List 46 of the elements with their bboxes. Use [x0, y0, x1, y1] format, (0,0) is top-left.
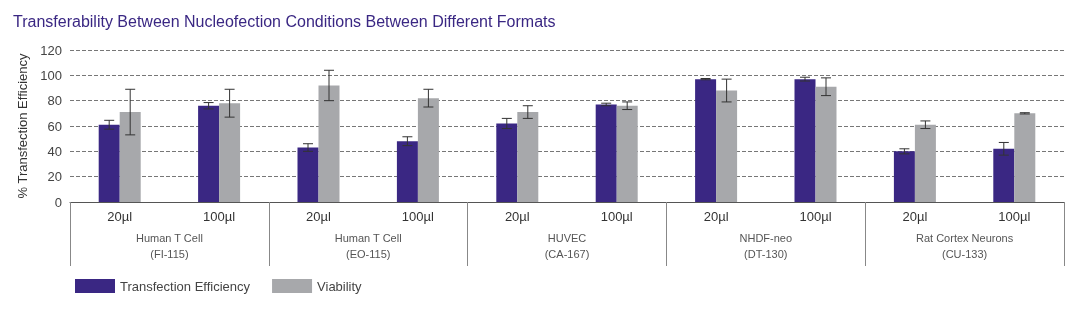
- bar: [219, 103, 241, 202]
- legend-label: Transfection Efficiency: [120, 278, 251, 294]
- chart-title: Transferability Between Nucleofection Conditions Between Different Formats: [13, 12, 556, 30]
- x-tick-label: 20µl: [306, 209, 332, 224]
- bar: [198, 105, 220, 202]
- bar: [595, 104, 617, 202]
- text: Rat Cortex Neurons (CU-133): [915, 232, 1014, 260]
- bar: [993, 148, 1015, 202]
- bar: [716, 90, 738, 202]
- x-tick-label: 100µl: [203, 209, 236, 224]
- x-tick-label: 100µl: [799, 209, 832, 224]
- bar: [893, 151, 915, 202]
- bar: [396, 141, 418, 202]
- bar: [1014, 113, 1036, 202]
- x-tick-label: 20µl: [703, 209, 729, 224]
- x-tick-label: 100µl: [401, 209, 435, 224]
- bar: [119, 112, 141, 202]
- bar: [914, 124, 936, 202]
- y-tick-label: 80: [47, 93, 62, 109]
- x-tick-label: 20µl: [107, 209, 133, 224]
- bar: [297, 147, 319, 202]
- bar: [517, 112, 539, 202]
- bar: [318, 85, 340, 202]
- x-tick-label: 100µl: [600, 209, 633, 224]
- y-tick-label: 120: [40, 42, 62, 58]
- y-tick-label: 40: [47, 143, 62, 159]
- text: HUVEC (CA-167): [544, 232, 590, 260]
- bar: [794, 79, 816, 202]
- text: Human T Cell (FI-115): [135, 232, 203, 260]
- legend-label: Viability: [317, 278, 363, 294]
- y-tick-label: 20: [47, 169, 62, 185]
- bar: [417, 98, 439, 202]
- y-tick-label: 0: [54, 194, 62, 210]
- x-tick-label: 100µl: [998, 209, 1031, 224]
- bar: [496, 123, 518, 202]
- y-tick-label: 60: [47, 118, 62, 134]
- x-tick-label: 20µl: [504, 209, 530, 224]
- x-tick-label: 20µl: [902, 209, 928, 224]
- bar: [695, 79, 717, 202]
- bar: [616, 105, 638, 202]
- bar: [98, 124, 120, 202]
- bar: [815, 86, 837, 202]
- text: NHDF-neo (DT-130): [739, 232, 793, 260]
- y-tick-label: 100: [40, 67, 62, 83]
- text: Human T Cell (EO-115): [334, 232, 402, 260]
- y-axis-title: % Transfection Efficiency: [15, 53, 31, 199]
